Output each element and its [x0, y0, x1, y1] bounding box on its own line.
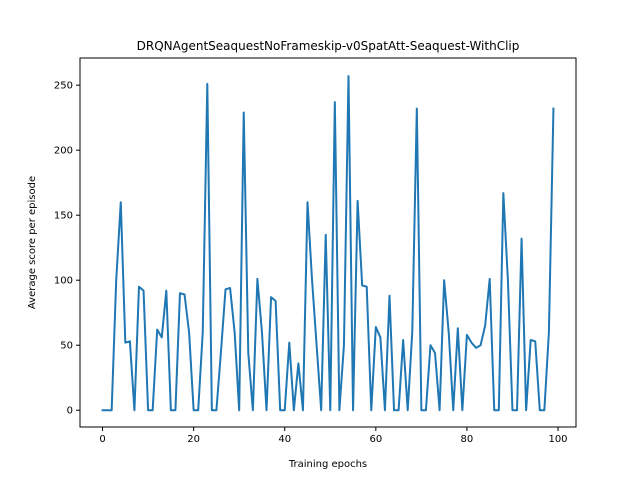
plot-marks [101, 75, 555, 412]
series-line-0 [101, 75, 555, 412]
y-axis-label: Average score per episode [27, 176, 38, 309]
x-tick-label: 100 [548, 434, 567, 445]
chart-title: DRQNAgentSeaquestNoFrameskip-v0SpatAtt-S… [137, 39, 520, 53]
y-axis-ticks: 0 50 100 150 200 250 [54, 81, 80, 417]
y-tick-label: 150 [54, 211, 73, 222]
x-tick-label: 0 [99, 434, 105, 445]
x-tick-label: 20 [187, 434, 200, 445]
y-tick-label: 100 [54, 276, 73, 287]
plot-frame [79, 57, 577, 428]
y-tick-label: 50 [60, 341, 73, 352]
y-tick-label: 0 [67, 406, 73, 417]
x-tick-label: 60 [369, 434, 382, 445]
x-axis-ticks: 0 20 40 60 80 100 [99, 427, 568, 445]
y-tick-label: 250 [54, 81, 73, 92]
y-tick-label: 200 [54, 146, 73, 157]
x-tick-label: 80 [461, 434, 474, 445]
x-axis-label: Training epochs [288, 459, 367, 470]
x-tick-label: 40 [278, 434, 291, 445]
